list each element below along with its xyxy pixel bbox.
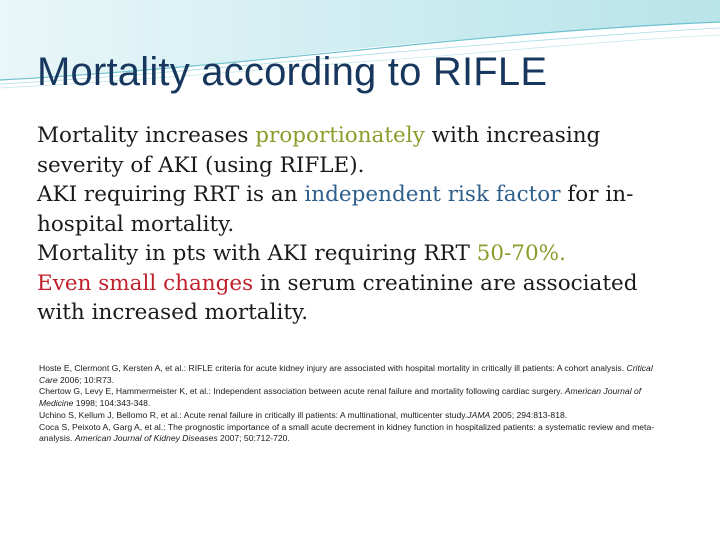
reference-journal: American Journal of Medicine (39, 386, 642, 409)
reference-uchino: Uchino S, Kellum J, Bellomo R, et al.: A… (39, 410, 669, 422)
reference-journal: American Journal of Kidney Diseases (74, 433, 218, 444)
slide-title: Mortality according to RIFLE (37, 50, 548, 94)
bullet-text: with increasing severity of AKI (using R… (37, 123, 601, 178)
bullet-list: Mortality increases proportionately with… (37, 121, 687, 328)
header-wave-decoration (0, 0, 720, 89)
bullet-proportional-mortality: Mortality increases proportionately with… (37, 121, 687, 180)
bullet-small-changes: Even small changes in serum creatinine a… (37, 269, 687, 328)
reference-coca: Coca S, Peixoto A, Garg A, et al.: The p… (39, 422, 669, 445)
reference-hoste: Hoste E, Clermont G, Kersten A, et al.: … (39, 363, 669, 386)
bullet-text: Mortality increases (37, 123, 256, 148)
reference-text: Uchino S, Kellum J, Bellomo R, et al.: A… (39, 409, 468, 420)
bullet-text: for in-hospital mortality. (37, 182, 634, 237)
references: Hoste E, Clermont G, Kersten A, et al.: … (39, 363, 669, 445)
highlight-mortality-percent: 50-70%. (476, 241, 566, 266)
bullet-independent-risk: AKI requiring RRT is an independent risk… (37, 180, 687, 239)
reference-text: Coca S, Peixoto A, Garg A, et al.: The p… (39, 421, 655, 444)
reference-citation: 2005; 294:813-818. (490, 409, 568, 420)
reference-journal: Critical Care (39, 363, 653, 385)
reference-text: Chertow G, Levy E, Hammermeister K, et a… (39, 386, 565, 397)
highlight-even-small-changes: Even small changes (37, 270, 254, 296)
reference-citation: 2007; 50:712-720. (217, 433, 290, 444)
reference-citation: 1998; 104:343-348. (73, 398, 151, 409)
highlight-proportionately: proportionately (255, 123, 425, 148)
reference-text: Hoste E, Clermont G, Kersten A, et al.: … (39, 363, 627, 373)
bullet-text: Mortality in pts with AKI requiring RRT (37, 241, 477, 266)
bullet-text: AKI requiring RRT is an (37, 182, 305, 207)
reference-citation: 2006; 10:R73. (57, 374, 115, 385)
reference-journal: JAMA (467, 409, 491, 420)
bullet-rrt-mortality: Mortality in pts with AKI requiring RRT … (37, 239, 687, 269)
highlight-independent-risk-factor: independent risk factor (304, 182, 561, 207)
reference-chertow: Chertow G, Levy E, Hammermeister K, et a… (39, 386, 669, 409)
bullet-text: in serum creatinine are associated with … (37, 270, 638, 326)
